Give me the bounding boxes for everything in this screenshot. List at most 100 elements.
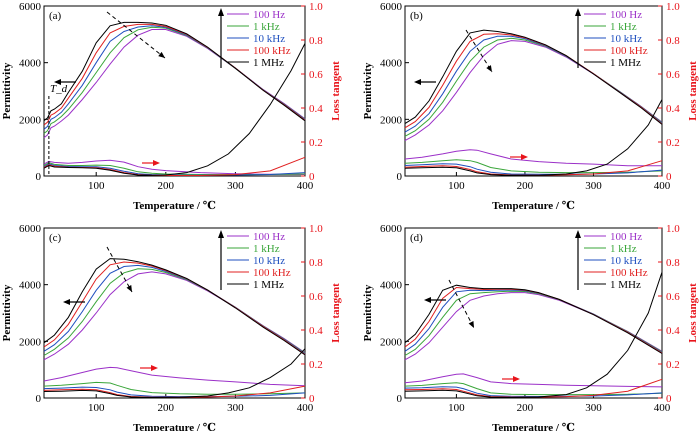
legend-label: 1 MHz [610,279,641,291]
y-tick-label: 6000 [380,223,403,235]
y2-tick-label: 1.0 [309,1,323,13]
y-tick-label: 6000 [19,1,42,13]
plot-frame [43,5,306,177]
x-tick-label: 400 [297,180,314,192]
x-tick-label: 300 [585,402,602,414]
arrowhead-icon [218,8,224,16]
y-tick-label: 2000 [380,114,403,126]
x-tick-label: 400 [297,402,314,414]
arrowhead-icon [126,285,132,292]
y-tick-label: 2000 [19,336,42,348]
x-axis-label: Temperature / ℃ [133,200,216,212]
y-tick-label: 4000 [380,280,403,292]
loss-series-line [404,159,663,174]
y-tick-label: 6000 [380,1,403,13]
loss-series-line [43,159,306,175]
loss-series-line [43,366,306,387]
x-tick-label: 300 [227,402,244,414]
permittivity-series-line [43,258,306,356]
y2-tick-label: 1.0 [666,1,680,13]
arrowhead-icon [63,299,70,305]
legend-label: 100 kHz [253,267,291,279]
legend-label: 100 kHz [610,45,648,57]
x-tick-label: 300 [227,180,244,192]
loss-series-line [404,99,663,176]
legend-label: 1 kHz [610,21,637,33]
legend-label: 100 Hz [253,231,285,243]
y2-tick-label: 0.6 [666,69,680,81]
loss-series-line [404,373,663,388]
y2-tick-label: 0 [666,393,672,405]
x-tick-label: 100 [448,180,465,192]
legend-label: 1 kHz [610,243,637,255]
chart-panel-2: 0 2000 4000 6000 0 0.2 0.4 0.6 0.8 1.0 100 200 300 40… [362,1,699,212]
legend-label: 10 kHz [253,255,285,267]
y2-tick-label: 1.0 [666,223,680,235]
x-tick-label: 200 [158,180,175,192]
arrowhead-icon [575,8,581,16]
y2-tick-label: 0.2 [666,359,680,371]
loss-series-line [43,386,306,398]
legend-label: 100 Hz [253,9,285,21]
arrowhead-icon [151,365,158,371]
y2-tick-label: 0.4 [666,103,680,115]
y2-tick-label: 0.2 [309,359,323,371]
legend-label: 100 Hz [610,231,642,243]
y2-tick-label: 0.6 [309,291,323,303]
y-tick-label: 0 [36,393,42,405]
arrowhead-icon [486,65,492,72]
y2-tick-label: 0.8 [666,35,680,47]
loss-series-line [404,149,662,167]
x-tick-label: 400 [654,402,671,414]
arrowhead-icon [575,230,581,238]
loss-series-line [404,386,663,398]
y2-tick-label: 0.6 [309,69,323,81]
y2-tick-label: 0.8 [309,257,323,269]
arrowhead-icon [153,160,160,166]
loss-series-line [404,382,663,396]
y2-axis-label: Loss tangent [330,283,342,343]
legend-label: 1 kHz [253,243,280,255]
arrowhead-icon [54,79,61,85]
arrowhead-icon [521,154,528,160]
arrowhead-icon [468,321,474,328]
y-axis-label: Permittivity [362,62,374,119]
loss-series-line [43,381,306,395]
y-tick-label: 0 [36,171,42,183]
legend-label: 1 MHz [610,57,641,69]
y-tick-label: 2000 [380,336,403,348]
x-tick-label: 400 [654,180,671,192]
y2-tick-label: 0.8 [666,257,680,269]
y2-axis-label: Loss tangent [330,61,342,121]
y-axis-label: Permittivity [1,284,13,341]
permittivity-series-line [404,29,663,125]
permittivity-series-line [43,21,306,122]
permittivity-series-line [404,290,663,356]
loss-series-line [43,43,306,176]
y2-tick-label: 1.0 [309,223,323,235]
legend-label: 10 kHz [610,33,642,45]
y-tick-label: 6000 [19,223,42,235]
y2-tick-label: 0.2 [666,137,680,149]
chart-panel-1: 0 2000 4000 6000 0 0.2 0.4 0.6 0.8 1.0 100 200 300 40… [1,1,342,212]
y-tick-label: 2000 [19,114,42,126]
y2-tick-label: 0 [309,393,315,405]
y2-tick-label: 0.4 [309,325,323,337]
shift-dashed-arrow-icon [465,29,493,73]
y-tick-label: 4000 [19,58,42,70]
x-tick-label: 300 [585,180,602,192]
y-tick-label: 4000 [19,280,42,292]
loss-series-line [43,348,306,399]
y-tick-label: 0 [397,393,403,405]
x-axis-label: Temperature / ℃ [133,422,216,431]
legend-label: 10 kHz [610,255,642,267]
panel-label: (d) [410,232,423,244]
shift-dashed-arrow-icon [448,279,475,329]
permittivity-series-line [404,284,663,354]
shift-dashed-arrow-icon [106,246,133,293]
x-tick-label: 100 [448,402,465,414]
legend-label: 10 kHz [253,33,285,45]
y2-axis-label: Loss tangent [687,283,699,343]
x-axis-label: Temperature / ℃ [492,422,575,431]
